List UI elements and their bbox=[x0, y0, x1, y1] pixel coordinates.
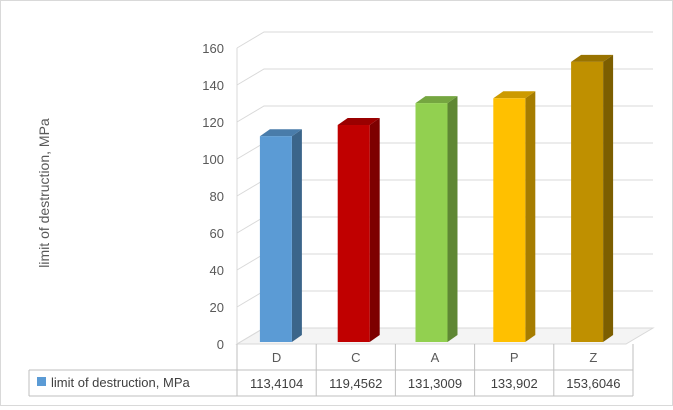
bar-top bbox=[337, 118, 380, 126]
bar-front bbox=[337, 125, 370, 342]
x-category-label: A bbox=[431, 350, 440, 365]
y-tick-label: 80 bbox=[210, 189, 224, 204]
y-tick-label: 140 bbox=[202, 78, 224, 93]
x-category-label: Z bbox=[589, 350, 597, 365]
gridline bbox=[236, 68, 653, 86]
bar-side bbox=[369, 118, 380, 342]
data-table-value: 131,3009 bbox=[408, 376, 462, 391]
bar-C bbox=[337, 118, 380, 342]
y-tick-label: 60 bbox=[210, 226, 224, 241]
bar-side bbox=[447, 96, 458, 342]
bar-top bbox=[259, 129, 302, 137]
legend-marker bbox=[37, 377, 46, 386]
y-tick-label: 0 bbox=[217, 337, 224, 352]
x-category-label: D bbox=[272, 350, 281, 365]
x-category-label: P bbox=[510, 350, 519, 365]
bar-Z bbox=[571, 54, 614, 343]
y-tick-label: 20 bbox=[210, 300, 224, 315]
y-axis-ticks: 0 20 40 60 80 100 120 140 160 bbox=[202, 41, 224, 352]
data-table-value: 119,4562 bbox=[329, 376, 382, 391]
bars bbox=[259, 54, 614, 343]
y-tick-label: 120 bbox=[202, 115, 224, 130]
bar-side bbox=[603, 54, 614, 343]
bar-front bbox=[259, 136, 292, 342]
data-table-value: 113,4104 bbox=[250, 376, 303, 391]
bar-top bbox=[571, 54, 614, 62]
y-tick-label: 160 bbox=[202, 41, 224, 56]
data-table: D 113,4104 C 119,4562 A 131,3009 P 133,902 Z 153,… bbox=[28, 344, 634, 397]
gridline bbox=[236, 31, 653, 49]
bar-top bbox=[493, 91, 536, 99]
legend-series-label: limit of destruction, MPa bbox=[51, 375, 190, 390]
y-tick-label: 40 bbox=[210, 263, 224, 278]
x-category-label: C bbox=[351, 350, 360, 365]
bar-front bbox=[493, 98, 526, 342]
bar-D bbox=[259, 129, 302, 342]
bar-P bbox=[493, 91, 536, 342]
bar-side bbox=[525, 91, 536, 342]
data-table-value: 153,6046 bbox=[566, 376, 620, 391]
data-table-value: 133,902 bbox=[491, 376, 538, 391]
y-axis-label: limit of destruction, MPa bbox=[36, 118, 52, 268]
bar-top bbox=[415, 96, 458, 104]
bar-A bbox=[415, 96, 458, 342]
bar-front bbox=[571, 61, 604, 343]
bar-side bbox=[291, 129, 302, 342]
y-tick-label: 100 bbox=[202, 152, 224, 167]
bar-front bbox=[415, 103, 448, 342]
